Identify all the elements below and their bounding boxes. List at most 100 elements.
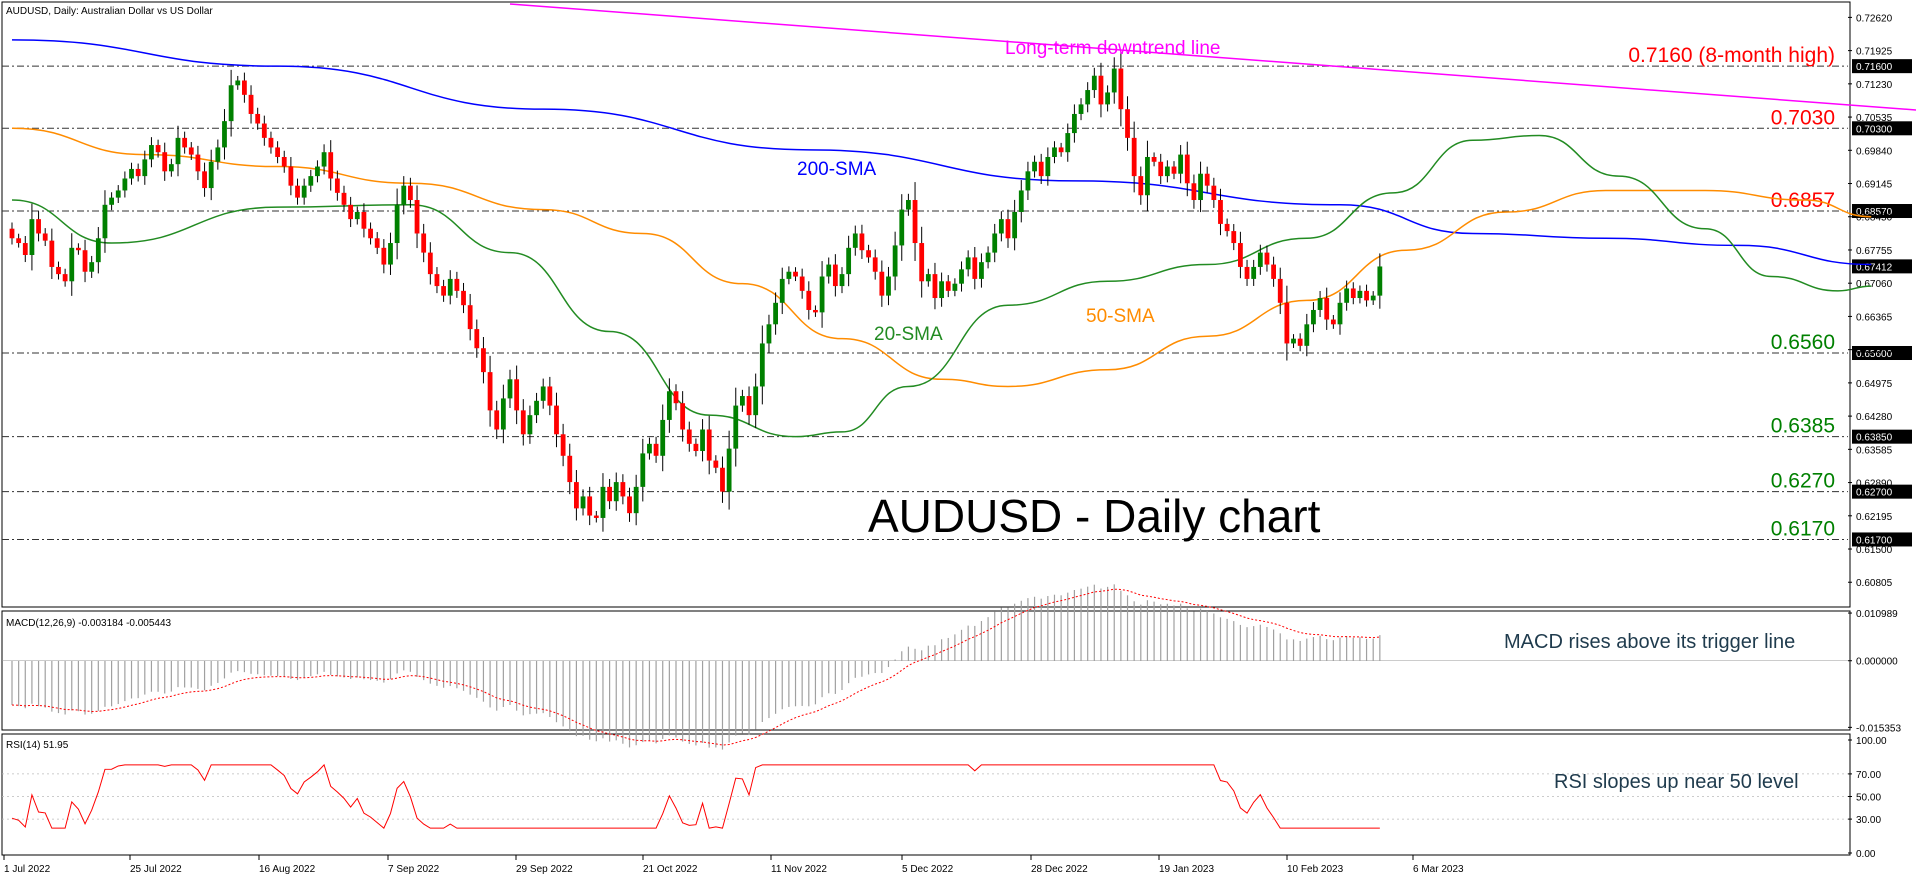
candle-body	[786, 271, 792, 279]
candle-body	[773, 302, 778, 325]
candle-body	[886, 276, 891, 296]
candle-body	[1078, 104, 1084, 114]
symbol-info: AUDUSD, Daily: Australian Dollar vs US D…	[6, 6, 213, 17]
candle-body	[839, 274, 845, 287]
candle-body	[401, 185, 407, 205]
candle-body	[182, 137, 188, 148]
candle-body	[959, 269, 964, 284]
candle-body	[308, 176, 314, 186]
candle-body	[1324, 298, 1330, 320]
candle-body	[892, 245, 898, 277]
candle-body	[447, 278, 453, 296]
candle-body	[341, 192, 347, 205]
candle-body	[1191, 183, 1197, 201]
candle-body	[1284, 302, 1290, 344]
candle-body	[1231, 231, 1237, 244]
candle-body	[1118, 68, 1124, 110]
y-tick-label: 0.64975	[1856, 379, 1893, 390]
candle-body	[42, 233, 48, 241]
y-tick-label: 0.60805	[1856, 578, 1893, 589]
candle-body	[1138, 176, 1144, 196]
candle-body	[965, 257, 971, 270]
candle-body	[228, 85, 234, 122]
candlesticks	[9, 51, 1383, 532]
candle-body	[301, 185, 307, 198]
candle-body	[1065, 133, 1071, 153]
y-tick-label: 0.67755	[1856, 246, 1893, 257]
sma200-line	[11, 39, 1872, 266]
candle-body	[1038, 161, 1044, 177]
candle-body	[109, 197, 114, 205]
candle-body	[36, 219, 41, 234]
candle-body	[1364, 290, 1369, 301]
macd-y-tick-label: 0.000000	[1856, 657, 1898, 668]
y-tick-label: 0.62195	[1856, 512, 1893, 523]
candle-body	[806, 290, 812, 310]
candle-body	[1271, 264, 1276, 279]
candle-body	[547, 386, 553, 406]
candle-body	[826, 264, 832, 277]
candle-body	[295, 185, 300, 198]
candle-body	[242, 80, 247, 95]
candle-body	[195, 154, 201, 172]
candle-body	[248, 94, 254, 114]
sma50-line	[11, 127, 1872, 388]
candle-body	[1178, 154, 1184, 174]
candle-body	[76, 247, 81, 251]
candle-body	[1005, 219, 1011, 239]
candle-body	[268, 137, 274, 148]
candle-body	[846, 247, 852, 275]
candle-body	[361, 211, 367, 229]
candle-body	[1145, 156, 1150, 196]
candle-body	[328, 152, 334, 179]
candle-body	[1297, 338, 1303, 346]
candle-body	[354, 211, 360, 220]
candle-body	[706, 429, 712, 461]
candle-body	[1337, 302, 1343, 325]
current-price-box	[1852, 259, 1912, 274]
candle-body	[945, 281, 951, 291]
level-label: 0.6385	[1771, 415, 1835, 438]
candle-body	[746, 396, 752, 416]
candle-body	[1218, 200, 1223, 224]
candle-body	[208, 161, 214, 189]
candle-body	[527, 415, 533, 435]
x-tick-label: 11 Nov 2022	[771, 864, 827, 875]
x-axis: 1 Jul 2022 25 Jul 2022 16 Aug 2022 7 Sep 20…	[3, 855, 1464, 875]
x-tick-label: 10 Feb 2023	[1287, 864, 1344, 875]
candle-body	[348, 204, 354, 220]
level-label: 0.6560	[1771, 331, 1835, 354]
x-tick-label: 7 Sep 2022	[388, 864, 440, 875]
candle-body	[580, 496, 586, 509]
macd-annotation: MACD rises above its trigger line	[1504, 631, 1795, 653]
candle-body	[1151, 156, 1157, 162]
macd-signal-line	[11, 588, 1380, 746]
candle-body	[952, 283, 958, 291]
candle-body	[1025, 171, 1031, 191]
candle-body	[155, 145, 161, 153]
candle-body	[686, 429, 692, 444]
candle-body	[1344, 288, 1350, 303]
y-tick-label: 0.72620	[1856, 13, 1893, 24]
candle-body	[122, 178, 128, 191]
candle-body	[1211, 185, 1217, 201]
candle-body	[647, 443, 652, 454]
level-axis-label: 0.61700	[1856, 535, 1893, 546]
candle-body	[879, 271, 885, 296]
rsi-series: 100.00 70.00 50.00 30.00 0.00	[2, 736, 1887, 860]
candle-body	[793, 271, 798, 277]
candle-body	[713, 460, 719, 468]
candle-body	[819, 276, 825, 313]
candle-body	[1330, 319, 1336, 325]
downtrend-annotation: Long-term downtrend line	[1005, 38, 1220, 59]
candle-body	[1032, 161, 1037, 172]
candle-body	[1164, 166, 1170, 177]
level-label: 0.7160 (8-month high)	[1628, 44, 1835, 67]
level-axis-box	[1852, 429, 1912, 444]
candle-body	[919, 243, 925, 282]
level-label: 0.6270	[1771, 470, 1835, 493]
candle-body	[912, 200, 918, 244]
candle-body	[1018, 190, 1024, 212]
level-axis-label: 0.63850	[1856, 433, 1893, 444]
